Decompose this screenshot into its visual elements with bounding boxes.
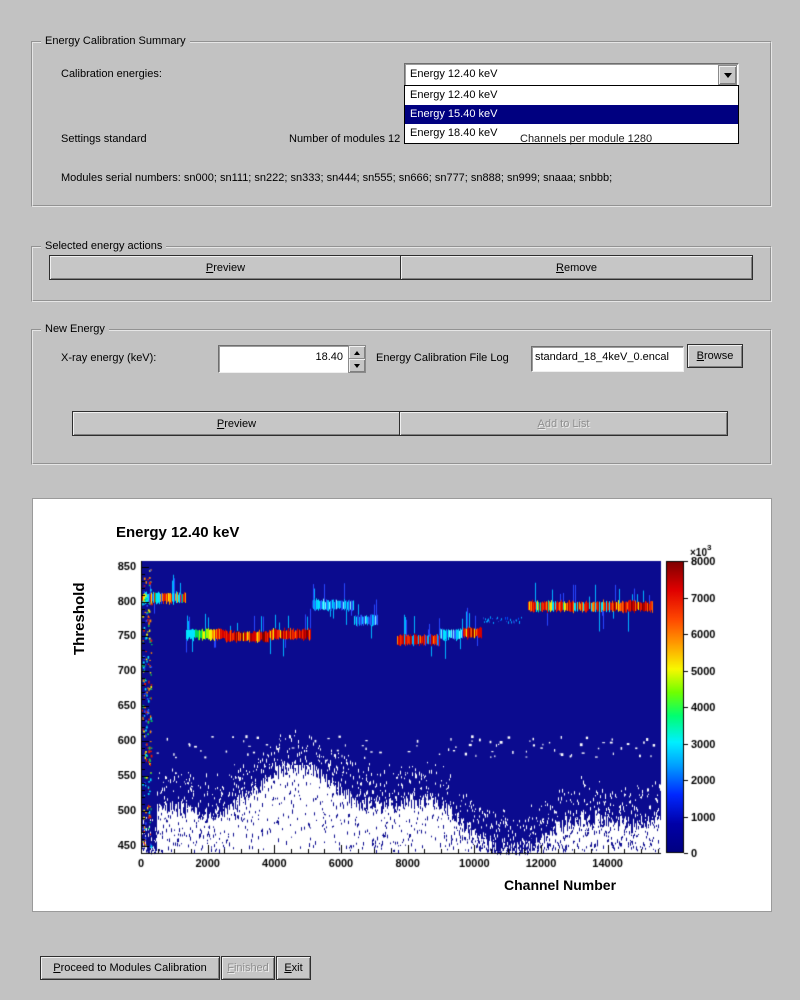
new-energy-group-title: New Energy [41,323,109,335]
combobox-dropdown-button[interactable] [718,65,737,85]
file-log-label: Energy Calibration File Log [376,352,509,364]
calibration-energies-combobox[interactable]: Energy 12.40 keV [404,63,739,87]
calibration-plot-panel: Energy 12.40 keV Threshold Channel Numbe… [32,498,772,912]
chevron-down-icon [354,363,360,368]
spin-down-button[interactable] [348,358,366,373]
settings-label: Settings standard [61,133,147,145]
new-energy-group: New Energy [31,323,772,465]
chart-x-axis-label: Channel Number [504,877,617,893]
file-log-field[interactable] [531,346,684,372]
dropdown-option-15-40-highlighted[interactable]: Energy 15.40 keV [405,105,738,124]
summary-group-title: Energy Calibration Summary [41,35,190,47]
actions-group-title: Selected energy actions [41,240,167,252]
combobox-value: Energy 12.40 keV [410,68,498,80]
energy-calibration-summary-group: Energy Calibration Summary [31,35,772,207]
serial-numbers-label: Modules serial numbers: sn000; sn111; sn… [61,172,613,184]
combobox-dropdown-list: Energy 12.40 keV Energy 15.40 keV Energy… [404,85,739,144]
modules-count-label: Number of modules 12 [289,133,401,145]
dropdown-option-18-40[interactable]: Energy 18.40 keV [410,127,498,139]
channels-per-module-label: Channels per module 1280 [520,133,653,145]
file-log-input[interactable] [535,351,679,363]
xray-energy-spinbox[interactable] [218,345,350,373]
calibration-energies-label: Calibration energies: [61,68,162,80]
chevron-down-icon [723,72,732,78]
dropdown-option-12-40[interactable]: Energy 12.40 keV [410,89,498,101]
chevron-up-icon [354,350,360,355]
selected-energy-actions-group: Selected energy actions [31,240,772,302]
xray-energy-input[interactable] [283,351,343,363]
threshold-scan-heatmap [33,499,771,911]
xray-energy-label: X-ray energy (keV): [61,352,157,364]
chart-y-axis-label: Threshold [71,582,88,655]
chart-title: Energy 12.40 keV [116,524,240,541]
